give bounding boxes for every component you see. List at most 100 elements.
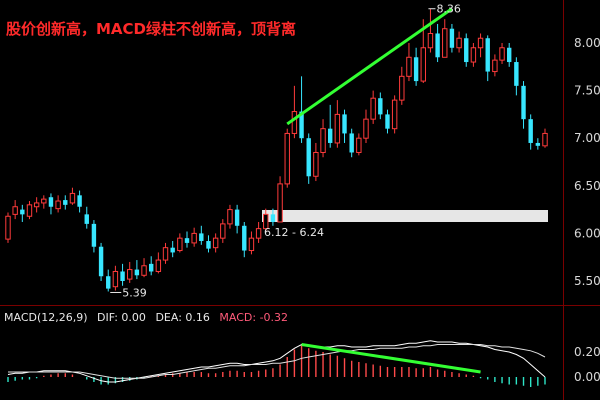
candle-down bbox=[77, 195, 82, 207]
band-annotation: 6.12 - 6.24 bbox=[264, 226, 324, 239]
candle-up bbox=[248, 237, 255, 252]
candle-up bbox=[5, 215, 11, 240]
candle-up bbox=[127, 269, 133, 280]
chart-title: 股价创新高，MACD绿柱不创新高，顶背离 bbox=[6, 20, 296, 38]
candle-up bbox=[427, 32, 434, 49]
candle-down bbox=[134, 269, 140, 276]
candle-up bbox=[320, 128, 326, 153]
candle-up bbox=[334, 113, 341, 144]
candle-down bbox=[435, 33, 440, 58]
candle-up bbox=[442, 28, 448, 58]
candle-down bbox=[349, 133, 354, 153]
candle-up bbox=[41, 198, 47, 204]
candle-up bbox=[33, 202, 40, 208]
candle-up bbox=[470, 47, 477, 63]
candle-down bbox=[184, 238, 190, 243]
price-tick-label: 5.50 bbox=[574, 274, 600, 288]
macd-trend-line bbox=[301, 343, 481, 374]
candle-up bbox=[391, 99, 398, 130]
candle-down bbox=[170, 247, 175, 253]
candle-down bbox=[449, 28, 455, 48]
candle-up bbox=[112, 270, 119, 288]
candle-down bbox=[242, 225, 247, 251]
candle-down bbox=[306, 138, 311, 177]
macd-legend: MACD(12,26,9) DIF: 0.00 DEA: 0.16 MACD: … bbox=[4, 311, 288, 324]
candle-down bbox=[521, 85, 526, 120]
macd-value-label: MACD: -0.32 bbox=[219, 311, 288, 324]
candle-up bbox=[284, 132, 290, 185]
candle-up bbox=[492, 59, 498, 73]
candles-group bbox=[5, 8, 548, 292]
candle-up bbox=[370, 97, 376, 120]
candle-up bbox=[227, 209, 233, 225]
dea-label: DEA: 0.16 bbox=[155, 311, 209, 324]
candle-down bbox=[385, 114, 390, 129]
candle-up bbox=[141, 265, 147, 276]
candle-down bbox=[149, 263, 154, 272]
candle-down bbox=[84, 214, 89, 224]
candle-up bbox=[456, 37, 462, 49]
candle-down bbox=[206, 241, 211, 249]
candle-up bbox=[177, 237, 183, 252]
dif-line bbox=[7, 340, 546, 383]
candle-up bbox=[313, 151, 319, 177]
candle-up bbox=[26, 204, 33, 217]
low-annotation: 5.39 bbox=[122, 286, 146, 299]
macd-histogram bbox=[7, 344, 546, 387]
candle-down bbox=[528, 119, 533, 143]
macd-tick-label: 0.00 bbox=[574, 370, 600, 384]
price-tick-label: 6.00 bbox=[574, 226, 600, 240]
support-band bbox=[262, 210, 548, 222]
candle-down bbox=[91, 223, 97, 247]
candle-down bbox=[378, 98, 383, 115]
candle-up bbox=[191, 232, 197, 244]
candle-up bbox=[477, 37, 484, 49]
candle-up bbox=[363, 118, 369, 139]
price-tick-label: 7.50 bbox=[574, 84, 600, 98]
macd-ticks: 0.20 0.00 bbox=[574, 345, 600, 384]
candle-up bbox=[55, 200, 61, 210]
candle-down bbox=[63, 200, 68, 205]
candle-up bbox=[399, 75, 405, 101]
candle-up bbox=[406, 56, 412, 77]
candle-down bbox=[413, 57, 419, 82]
price-tick-label: 6.50 bbox=[574, 179, 600, 193]
candle-up bbox=[356, 137, 362, 153]
price-trend-line bbox=[286, 7, 453, 126]
candle-up bbox=[12, 206, 18, 215]
candle-up bbox=[277, 183, 283, 223]
candle-down bbox=[234, 209, 240, 226]
candle-down bbox=[199, 233, 204, 242]
candle-down bbox=[48, 197, 54, 207]
macd-tick-label: 0.20 bbox=[574, 345, 600, 359]
candle-up bbox=[155, 259, 162, 272]
candle-down bbox=[20, 209, 25, 215]
macd-params: MACD(12,26,9) bbox=[4, 311, 88, 324]
candle-down bbox=[270, 214, 276, 222]
candle-down bbox=[299, 111, 304, 139]
candle-up bbox=[499, 47, 505, 61]
candle-down bbox=[106, 276, 111, 289]
candle-down bbox=[464, 38, 469, 63]
candle-up bbox=[263, 213, 269, 230]
candle-down bbox=[342, 114, 347, 134]
candle-down bbox=[328, 128, 333, 143]
candle-up bbox=[220, 223, 226, 239]
candle-down bbox=[535, 142, 541, 146]
candle-up bbox=[255, 228, 262, 239]
candle-down bbox=[120, 271, 125, 281]
candle-down bbox=[514, 62, 519, 86]
price-tick-label: 7.00 bbox=[574, 131, 600, 145]
candle-down bbox=[507, 47, 512, 63]
candle-up bbox=[69, 192, 76, 204]
candle-up bbox=[212, 237, 219, 249]
dif-label: DIF: 0.00 bbox=[97, 311, 146, 324]
candle-up bbox=[542, 132, 548, 147]
price-ticks: 8.00 7.50 7.00 6.50 6.00 5.50 bbox=[574, 36, 600, 288]
candle-down bbox=[485, 38, 490, 72]
candle-up bbox=[162, 247, 169, 261]
price-tick-label: 8.00 bbox=[574, 36, 600, 50]
dea-line bbox=[8, 344, 546, 379]
